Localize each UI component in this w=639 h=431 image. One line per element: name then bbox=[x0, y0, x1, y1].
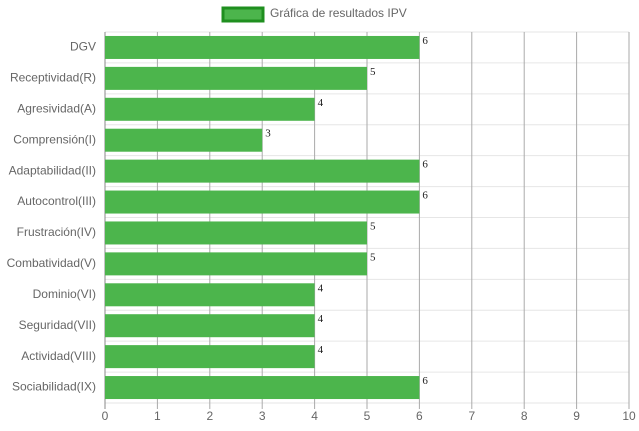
x-tick-label: 4 bbox=[311, 409, 318, 423]
value-label: 5 bbox=[370, 251, 376, 263]
y-tick-label: Seguridad(VII) bbox=[19, 318, 96, 332]
value-label: 5 bbox=[370, 220, 376, 232]
bar bbox=[105, 159, 420, 183]
value-label: 5 bbox=[370, 66, 376, 78]
value-label: 4 bbox=[318, 97, 324, 109]
value-label: 4 bbox=[318, 282, 324, 294]
bar bbox=[105, 128, 263, 152]
x-tick-label: 10 bbox=[622, 409, 636, 423]
y-tick-label: Comprensión(I) bbox=[13, 132, 96, 146]
bar bbox=[105, 345, 315, 369]
y-tick-label: Frustración(IV) bbox=[17, 225, 96, 239]
y-tick-label: Agresividad(A) bbox=[17, 101, 96, 115]
y-tick-label: Combatividad(V) bbox=[7, 256, 96, 270]
x-tick-label: 7 bbox=[468, 409, 475, 423]
y-tick-label: DGV bbox=[70, 40, 96, 54]
x-tick-label: 8 bbox=[521, 409, 528, 423]
y-tick-label: Dominio(VI) bbox=[33, 287, 96, 301]
y-tick-label: Receptividad(R) bbox=[10, 71, 96, 85]
value-label: 6 bbox=[422, 35, 428, 47]
legend-swatch bbox=[221, 6, 265, 23]
y-tick-label: Sociabilidad(IX) bbox=[12, 380, 96, 394]
value-label: 4 bbox=[318, 313, 324, 325]
value-label: 6 bbox=[422, 159, 428, 171]
bar bbox=[105, 190, 420, 214]
bar bbox=[105, 97, 315, 121]
y-tick-label: Adaptabilidad(II) bbox=[9, 163, 96, 177]
x-tick-label: 1 bbox=[154, 409, 161, 423]
x-tick-label: 5 bbox=[364, 409, 371, 423]
bar bbox=[105, 221, 367, 245]
value-label: 3 bbox=[265, 128, 271, 140]
x-tick-label: 2 bbox=[206, 409, 213, 423]
value-label: 6 bbox=[422, 375, 428, 387]
x-tick-label: 0 bbox=[102, 409, 109, 423]
bar bbox=[105, 35, 420, 59]
bar bbox=[105, 252, 367, 276]
bar bbox=[105, 66, 367, 90]
y-tick-label: Actividad(VIII) bbox=[21, 349, 96, 363]
bar bbox=[105, 376, 420, 400]
value-label: 4 bbox=[318, 344, 324, 356]
bar bbox=[105, 314, 315, 338]
legend-label: Gráfica de resultados IPV bbox=[270, 6, 407, 20]
bar bbox=[105, 283, 315, 307]
x-tick-label: 6 bbox=[416, 409, 423, 423]
x-tick-label: 9 bbox=[573, 409, 580, 423]
value-label: 6 bbox=[422, 190, 428, 202]
y-tick-label: Autocontrol(III) bbox=[17, 194, 96, 208]
x-tick-label: 3 bbox=[259, 409, 266, 423]
